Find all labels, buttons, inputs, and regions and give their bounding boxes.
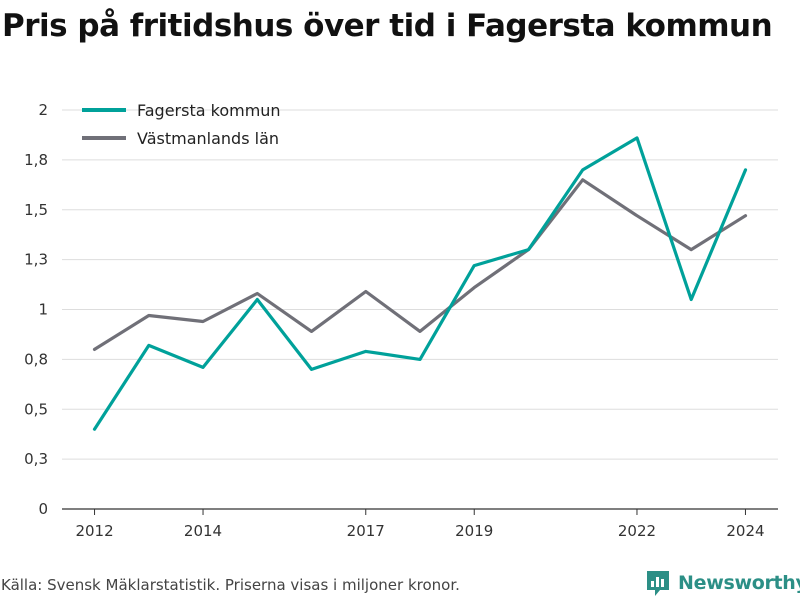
x-tick-label: 2017 (347, 522, 385, 540)
source-note: Källa: Svensk Mäklarstatistik. Priserna … (1, 576, 460, 594)
y-tick-label: 0 (38, 500, 48, 518)
series-line-fagersta-kommun (92, 136, 748, 431)
x-tick-label: 2024 (726, 522, 764, 540)
x-axis-ticks: 2012 2014 2017 2019 2022 2024 (75, 509, 765, 540)
x-tick-label: 2012 (75, 522, 113, 540)
y-tick-label: 1,3 (24, 251, 48, 269)
gridlines (62, 109, 778, 510)
y-tick-label: 0,3 (24, 450, 48, 468)
y-axis-ticks: 0 0,3 0,5 0,8 1 1,3 1,5 1,8 2 (24, 101, 48, 518)
y-tick-label: 1,5 (24, 201, 48, 219)
legend: Fagersta kommun Västmanlands län (82, 101, 281, 148)
series-line-v-stmanlands-l-n (92, 178, 748, 351)
y-tick-label: 0,5 (24, 400, 48, 418)
y-tick-label: 1,8 (24, 151, 48, 169)
brand-logo: Newsworthy (644, 568, 800, 598)
x-tick-label: 2022 (618, 522, 656, 540)
y-tick-label: 0,8 (24, 350, 48, 368)
x-tick-label: 2014 (184, 522, 222, 540)
legend-label: Västmanlands län (137, 129, 279, 148)
newsworthy-logo-icon (647, 571, 669, 596)
x-tick-label: 2019 (455, 522, 493, 540)
series-lines (92, 136, 748, 431)
chart-title: Pris på fritidshus över tid i Fagersta k… (2, 8, 773, 44)
brand-name: Newsworthy (678, 572, 800, 594)
y-tick-label: 2 (38, 101, 48, 119)
legend-label: Fagersta kommun (137, 101, 281, 120)
y-tick-label: 1 (38, 301, 48, 319)
